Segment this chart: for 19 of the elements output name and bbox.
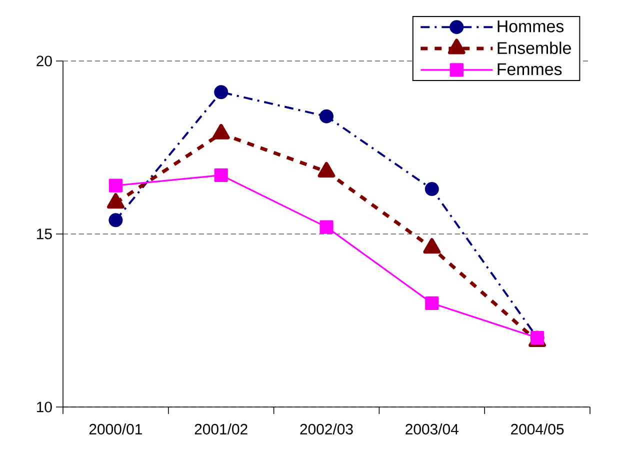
point bbox=[425, 296, 439, 310]
x-tick-label: 2000/01 bbox=[89, 424, 142, 434]
point bbox=[320, 109, 334, 124]
point bbox=[424, 182, 439, 196]
x-tick-label: 2002/03 bbox=[300, 424, 353, 434]
point bbox=[108, 213, 123, 228]
y-tick-label: 15 bbox=[37, 228, 52, 240]
legend-label: Hommes bbox=[498, 20, 564, 32]
point bbox=[108, 178, 122, 192]
point bbox=[320, 220, 334, 234]
x-tick-label: 2001/02 bbox=[194, 424, 248, 434]
legend-label: Femmes bbox=[498, 63, 562, 76]
x-tick-label: 2003/04 bbox=[406, 424, 458, 434]
point bbox=[214, 85, 228, 100]
y-tick-label: 20 bbox=[36, 56, 52, 66]
legend-label: Ensemble bbox=[498, 42, 571, 54]
point bbox=[214, 168, 228, 182]
x-tick-label: 2004/05 bbox=[511, 424, 564, 434]
y-tick-label: 10 bbox=[37, 402, 52, 412]
